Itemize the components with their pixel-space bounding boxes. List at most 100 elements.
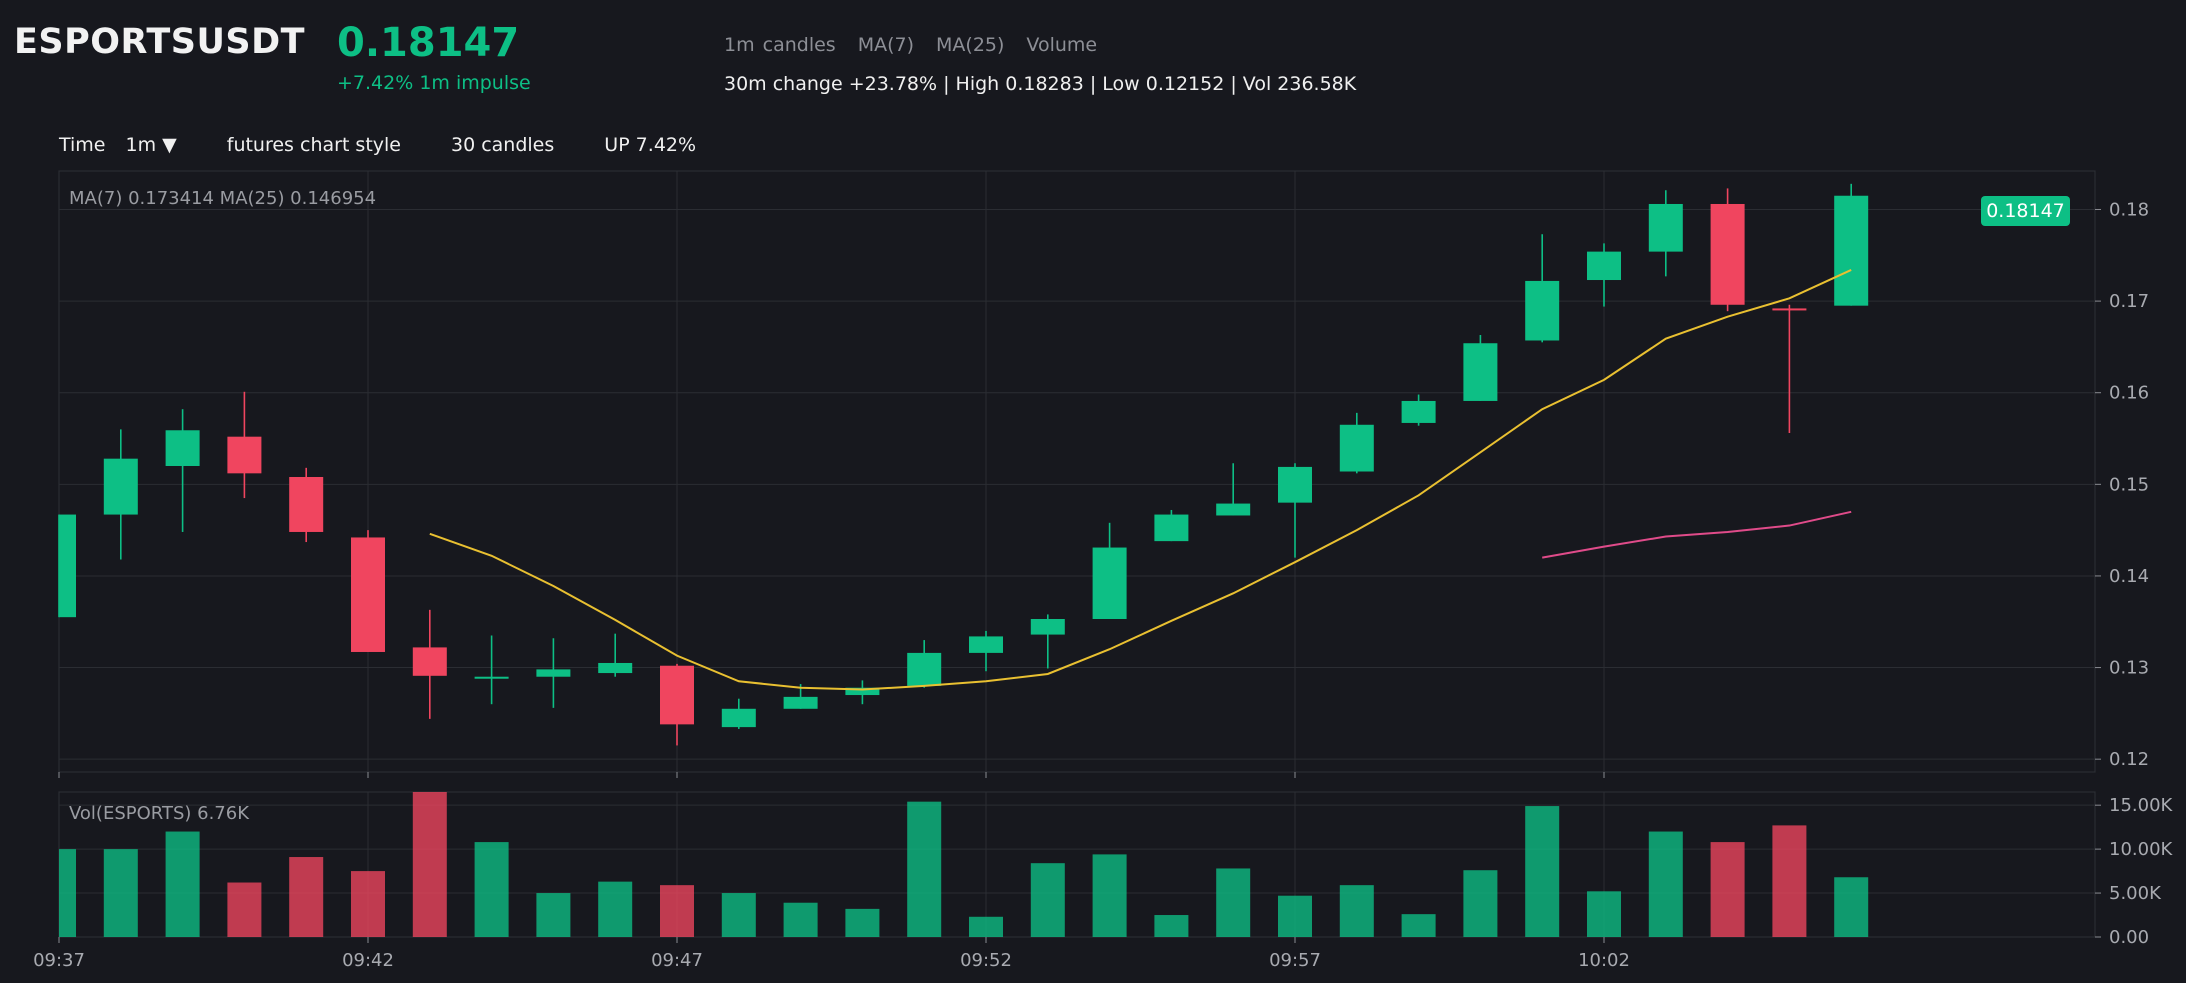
- y-tick-label: 0.16: [2109, 383, 2149, 404]
- volume-bar: [969, 916, 1003, 937]
- x-tick-label: 09:42: [342, 950, 394, 971]
- last-price-tag: 0.18147: [1981, 196, 2070, 226]
- candle-body: [1772, 308, 1807, 311]
- candle-body: [1216, 503, 1251, 516]
- y-tick-label: 0.12: [2109, 749, 2149, 770]
- last-price: 0.18147: [337, 20, 520, 66]
- candle-body: [845, 687, 880, 696]
- candle-body: [289, 476, 324, 532]
- candle-body: [536, 669, 571, 677]
- volume-bar: [1216, 868, 1251, 937]
- candle-body: [165, 430, 200, 467]
- y-tick-label: 0.14: [2109, 566, 2149, 587]
- candle-body: [783, 696, 818, 709]
- ma7-line: [429, 269, 1852, 691]
- volume-bar: [783, 902, 818, 937]
- candle-body: [660, 665, 694, 725]
- time-label: Time: [59, 134, 106, 156]
- vol-y-tick-label: 10.00K: [2109, 839, 2174, 860]
- candle-body: [1401, 400, 1436, 423]
- candle-body: [1834, 195, 1869, 306]
- volume-bar: [598, 881, 633, 937]
- volume-bar: [59, 849, 76, 937]
- ma25-line: [1542, 510, 1852, 559]
- candle-body: [1030, 619, 1065, 635]
- candle-body: [1525, 280, 1560, 341]
- vol-y-tick-label: 5.00K: [2109, 883, 2162, 904]
- volume-bar: [1834, 877, 1869, 937]
- last-price-tag-text: 0.18147: [1986, 200, 2065, 222]
- candle-body: [1463, 343, 1498, 401]
- candle-body: [1278, 466, 1312, 503]
- x-tick-label: 09:47: [651, 950, 703, 971]
- candle-body: [1339, 424, 1374, 472]
- x-tick-label: 09:52: [960, 950, 1012, 971]
- volume-bar: [536, 893, 571, 937]
- candle-body: [907, 652, 942, 686]
- volume-legend: Vol(ESPORTS) 6.76K: [69, 803, 250, 824]
- candle-body: [1092, 547, 1127, 620]
- volume-bar: [1587, 891, 1621, 937]
- volume-bar: [721, 893, 756, 937]
- vol-y-tick-label: 0.00: [2109, 927, 2149, 948]
- candle-body: [1648, 203, 1683, 252]
- volume-bar: [1772, 825, 1807, 937]
- candle-body: [1587, 251, 1621, 281]
- volume-bar: [1030, 863, 1065, 937]
- candle-body: [969, 636, 1003, 653]
- volume-bar: [1154, 915, 1189, 937]
- moving-averages: [429, 269, 1852, 691]
- meta-candles: 1m candles: [724, 34, 836, 56]
- candle-body: [351, 537, 385, 652]
- volume-bar: [1278, 895, 1312, 937]
- candle-body: [412, 647, 447, 676]
- axes: 09:37 09:42 09:47 09:52 09:57 10:02 0.12 0.13 0.…: [33, 199, 2173, 971]
- volume-bar: [103, 849, 138, 937]
- x-tick-label: 10:02: [1578, 950, 1630, 971]
- volume-bar: [1339, 885, 1374, 937]
- direction-label: UP 7.42%: [604, 134, 697, 156]
- volume-bar: [412, 792, 447, 937]
- volume-bar: [227, 882, 262, 937]
- candle-body: [598, 662, 633, 674]
- symbol-title: ESPORTSUSDT: [14, 22, 306, 62]
- volume-bar: [165, 831, 200, 937]
- y-tick-label: 0.15: [2109, 474, 2149, 495]
- x-tick-label: 09:37: [33, 950, 85, 971]
- volume-bar: [1463, 870, 1498, 937]
- candle-body: [227, 436, 262, 474]
- volume-bar: [1525, 806, 1560, 937]
- volume-bar: [289, 857, 324, 937]
- candle-body: [721, 708, 756, 728]
- vol-y-tick-label: 15.00K: [2109, 795, 2174, 816]
- candle-body: [1154, 514, 1189, 542]
- candle-count-label: 30 candles: [451, 134, 555, 156]
- x-tick-label: 09:57: [1269, 950, 1321, 971]
- price-panel-frame: [58, 170, 2096, 773]
- meta-ma7: MA(7): [857, 34, 915, 56]
- volume-bar: [1401, 914, 1436, 937]
- candle-body: [59, 514, 76, 618]
- volume-bar: [907, 801, 942, 937]
- summary-stats: 30m change +23.78% | High 0.18283 | Low …: [724, 73, 1357, 95]
- meta-volume: Volume: [1026, 34, 1098, 56]
- volume-bar: [845, 908, 880, 937]
- volume-bars: [59, 792, 1869, 937]
- y-tick-label: 0.13: [2109, 658, 2149, 679]
- volume-bar: [351, 871, 385, 937]
- volume-bar: [474, 842, 509, 937]
- candle-body: [103, 458, 138, 515]
- y-tick-label: 0.17: [2109, 291, 2149, 312]
- volume-bar: [1648, 831, 1683, 937]
- candle-body: [1710, 203, 1745, 305]
- meta-ma25: MA(25): [936, 34, 1005, 56]
- candle-body: [474, 676, 509, 679]
- candles: [58, 183, 1869, 746]
- ma-legend: MA(7) 0.173414 MA(25) 0.146954: [69, 188, 376, 209]
- chart-style-label: futures chart style: [226, 134, 401, 156]
- impulse-change: +7.42% 1m impulse: [337, 72, 531, 94]
- interval-dropdown[interactable]: 1m ▼: [125, 134, 177, 156]
- chart-toolbar: Time 1m ▼ futures chart style 30 candles UP …: [59, 134, 696, 156]
- y-tick-label: 0.18: [2109, 199, 2149, 220]
